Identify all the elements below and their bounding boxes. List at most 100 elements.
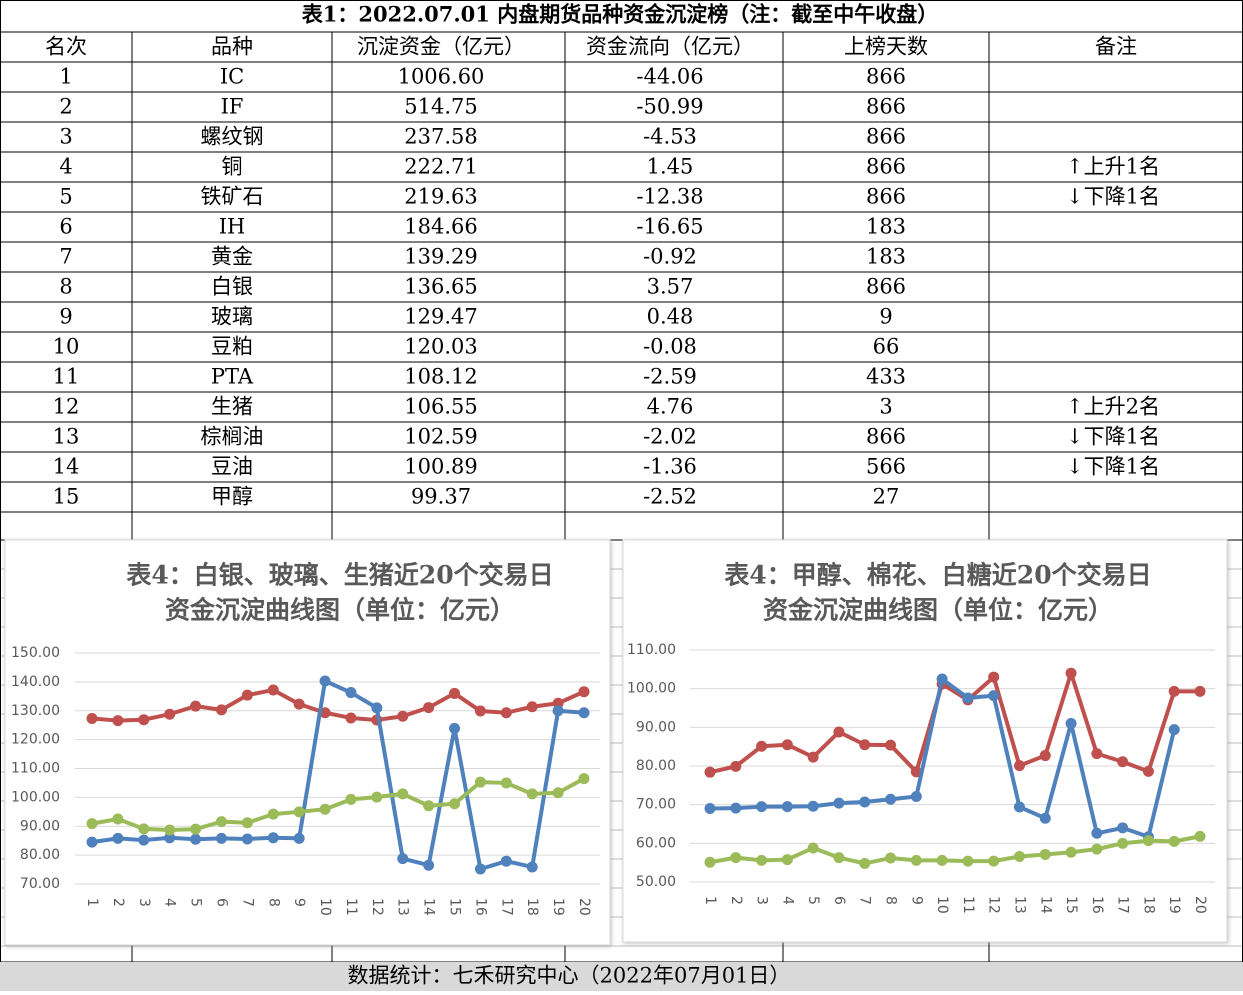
table-cell: 433: [866, 365, 906, 389]
data-point: [936, 673, 948, 685]
table-cell: 129.47: [404, 305, 477, 329]
data-point: [1013, 760, 1025, 772]
data-point: [500, 855, 512, 867]
table-cell: 514.75: [404, 95, 477, 119]
data-point: [397, 788, 409, 800]
data-point: [138, 714, 150, 726]
y-tick-label: 110.00: [11, 761, 60, 777]
table-cell: 2: [59, 95, 72, 119]
data-point: [781, 854, 793, 866]
data-point: [526, 701, 538, 713]
data-point: [423, 800, 435, 812]
table-cell: -1.36: [643, 455, 697, 479]
data-point: [1117, 837, 1129, 849]
header-cell: 备注: [1095, 35, 1137, 59]
data-point: [293, 806, 305, 818]
x-tick-label: 18: [524, 898, 540, 916]
table-cell: -16.65: [636, 215, 703, 239]
table-cell: 106.55: [404, 395, 477, 419]
x-tick-label: 16: [1089, 896, 1105, 914]
table-cell: 4: [59, 155, 72, 179]
data-point: [526, 788, 538, 800]
table-cell: 108.12: [404, 365, 477, 389]
header-cell: 沉淀资金（亿元）: [357, 35, 525, 59]
remark-cell: ↓下降1名: [1066, 185, 1160, 209]
table-cell: 866: [866, 185, 906, 209]
table-cell: 866: [866, 95, 906, 119]
table-cell: 10: [53, 335, 80, 359]
data-point: [859, 796, 871, 808]
y-tick-label: 130.00: [11, 703, 60, 719]
table-cell: -50.99: [636, 95, 703, 119]
x-tick-label: 15: [1063, 896, 1079, 914]
data-point: [833, 726, 845, 738]
data-point: [910, 791, 922, 803]
table-cell: 豆粕: [211, 335, 253, 359]
x-tick-label: 3: [754, 896, 770, 905]
data-point: [730, 760, 742, 772]
y-tick-label: 50.00: [636, 874, 676, 890]
data-point: [500, 707, 512, 719]
header-cell: 名次: [45, 35, 87, 59]
data-point: [1065, 717, 1077, 729]
data-point: [164, 708, 176, 720]
table-cell: 黄金: [211, 245, 253, 269]
data-point: [241, 833, 253, 845]
data-point: [578, 773, 590, 785]
x-tick-label: 20: [1192, 896, 1208, 914]
chart-subtitle: 资金沉淀曲线图（单位：亿元）: [165, 596, 515, 625]
data-point: [1194, 685, 1206, 697]
data-point: [319, 803, 331, 815]
data-point: [1168, 724, 1180, 736]
data-point: [578, 707, 590, 719]
x-tick-label: 3: [136, 898, 152, 907]
data-point: [215, 704, 227, 716]
remark-cell: ↓下降1名: [1066, 425, 1160, 449]
data-point: [1039, 750, 1051, 762]
table-cell: -12.38: [636, 185, 703, 209]
data-point: [345, 712, 357, 724]
x-tick-label: 4: [779, 896, 795, 905]
data-point: [988, 671, 1000, 683]
data-point: [756, 801, 768, 813]
x-tick-label: 11: [343, 898, 359, 916]
data-point: [730, 852, 742, 864]
data-point: [345, 687, 357, 699]
data-point: [1065, 667, 1077, 679]
data-point: [267, 832, 279, 844]
table-cell: 铜: [222, 155, 243, 179]
x-tick-label: 10: [934, 896, 950, 914]
data-point: [371, 702, 383, 714]
data-point: [988, 690, 1000, 702]
table-cell: -44.06: [636, 65, 703, 89]
table-cell: IC: [220, 65, 244, 89]
y-tick-label: 80.00: [20, 847, 60, 863]
x-tick-label: 19: [550, 898, 566, 916]
data-point: [1117, 822, 1129, 834]
table-cell: 183: [866, 245, 906, 269]
table-cell: 12: [53, 395, 80, 419]
data-point: [962, 692, 974, 704]
data-point: [112, 832, 124, 844]
data-point: [1142, 765, 1154, 777]
table-cell: 866: [866, 65, 906, 89]
table-cell: 棕榈油: [201, 425, 264, 449]
x-tick-label: 6: [831, 896, 847, 905]
data-point: [474, 705, 486, 717]
data-point: [1065, 846, 1077, 858]
x-tick-label: 9: [291, 898, 307, 907]
chart-subtitle: 资金沉淀曲线图（单位：亿元）: [763, 596, 1113, 625]
x-tick-label: 9: [908, 896, 924, 905]
data-point: [112, 813, 124, 825]
data-point: [241, 817, 253, 829]
data-point: [833, 797, 845, 809]
table-cell: 铁矿石: [201, 185, 264, 209]
x-tick-label: 7: [857, 896, 873, 905]
header-cell: 资金流向（亿元）: [586, 35, 754, 59]
table-cell: 120.03: [404, 335, 477, 359]
data-point: [1039, 849, 1051, 861]
data-point: [241, 689, 253, 701]
data-point: [1091, 843, 1103, 855]
table-cell: -2.02: [643, 425, 697, 449]
